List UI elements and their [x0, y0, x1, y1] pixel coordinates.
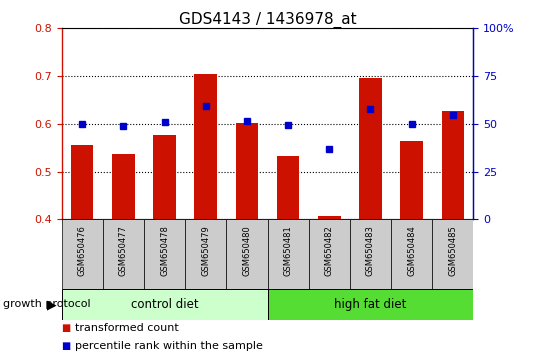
Text: GSM650485: GSM650485 — [448, 225, 457, 276]
Text: GSM650478: GSM650478 — [160, 225, 169, 276]
Text: ■: ■ — [62, 323, 71, 333]
Text: GSM650480: GSM650480 — [242, 225, 251, 276]
Bar — [268, 219, 309, 289]
Bar — [235, 123, 258, 219]
Bar — [226, 219, 268, 289]
Bar — [62, 219, 103, 289]
Text: GSM650476: GSM650476 — [78, 225, 87, 276]
Text: GSM650479: GSM650479 — [201, 225, 210, 276]
Bar — [350, 219, 391, 289]
Text: percentile rank within the sample: percentile rank within the sample — [75, 341, 263, 351]
Bar — [432, 219, 473, 289]
Bar — [359, 79, 382, 219]
Text: control diet: control diet — [131, 298, 198, 311]
Bar — [112, 154, 135, 219]
Bar — [268, 289, 473, 320]
Title: GDS4143 / 1436978_at: GDS4143 / 1436978_at — [179, 12, 356, 28]
Bar — [144, 219, 185, 289]
Bar — [400, 141, 423, 219]
Text: high fat diet: high fat diet — [334, 298, 407, 311]
Text: GSM650483: GSM650483 — [366, 225, 375, 276]
Bar — [103, 219, 144, 289]
Text: ▶: ▶ — [47, 298, 56, 311]
Bar — [194, 74, 217, 219]
Bar — [309, 219, 350, 289]
Bar — [441, 110, 464, 219]
Text: GSM650482: GSM650482 — [325, 225, 334, 276]
Bar — [318, 216, 341, 219]
Text: transformed count: transformed count — [75, 323, 179, 333]
Text: GSM650481: GSM650481 — [284, 225, 293, 276]
Bar — [62, 289, 268, 320]
Bar — [153, 135, 176, 219]
Text: GSM650477: GSM650477 — [119, 225, 128, 276]
Text: growth protocol: growth protocol — [3, 299, 90, 309]
Text: GSM650484: GSM650484 — [407, 225, 416, 276]
Text: ■: ■ — [62, 341, 71, 351]
Bar — [71, 145, 94, 219]
Bar — [277, 156, 300, 219]
Bar — [391, 219, 432, 289]
Bar — [185, 219, 226, 289]
